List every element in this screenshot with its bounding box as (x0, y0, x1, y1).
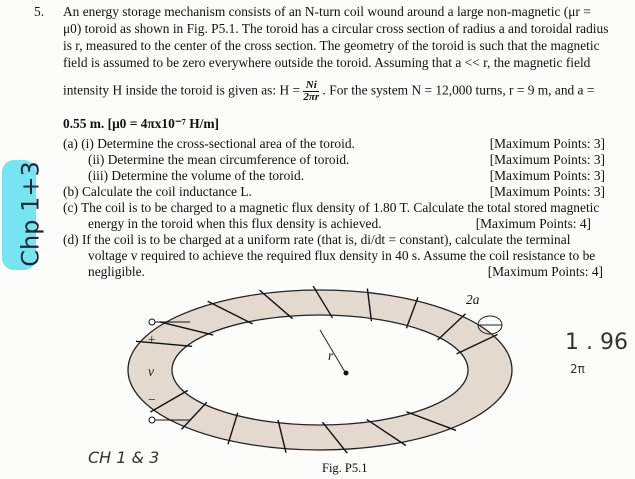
voltage-label: v (148, 364, 154, 379)
formula-prefix: intensity H inside the toroid is given a… (63, 82, 301, 98)
formula-suffix: . For the system N = 12,000 turns, r = 9… (322, 82, 595, 98)
formula-denominator: 2πr (303, 91, 320, 103)
radius-label: r (328, 348, 334, 363)
coil-turn (406, 411, 457, 432)
problem-line: is r, measured to the center of the cros… (63, 38, 600, 53)
coil-winding (135, 285, 498, 454)
coil-turn (135, 340, 193, 347)
coil-turn (259, 289, 294, 320)
part-a-ii: (ii) Determine the mean circumference of… (88, 152, 350, 167)
coil-turn (366, 288, 373, 322)
coil-turn (277, 419, 287, 453)
points: [Maximum Points: 3] (489, 168, 605, 183)
points: [Maximum Points: 4] (475, 216, 591, 231)
diameter-label: 2a (466, 292, 480, 307)
part-d: (d) If the coil is to be charged at a un… (63, 232, 571, 247)
handwritten-denominator: 2π (570, 362, 585, 376)
problem-line: An energy storage mechanism consists of … (63, 4, 591, 19)
coil-turn (366, 418, 407, 447)
minus-label: − (148, 392, 156, 407)
coil-turn (227, 412, 239, 445)
figure-caption: Fig. P5.1 (322, 461, 368, 475)
part-d-cont: voltage v required to achieve the requir… (88, 248, 596, 263)
highlighter-mark (2, 160, 36, 270)
terminal-bottom[interactable] (148, 416, 156, 424)
coil-turn (405, 297, 419, 329)
coil-turn (321, 421, 348, 454)
bottom-note: CH 1 & 3 (88, 448, 160, 467)
part-a-i: (a) (i) Determine the cross-sectional ar… (63, 136, 355, 151)
points: [Maximum Points: 3] (489, 152, 605, 167)
coil-turn (312, 285, 334, 319)
coil-turn (150, 389, 189, 413)
coil-turn (207, 300, 253, 325)
problem-line: field is assumed to be zero everywhere o… (63, 55, 591, 70)
part-c: (c) The coil is to be charged to a magne… (63, 200, 600, 215)
part-c-cont: energy in the toroid when this flux dens… (88, 216, 382, 231)
points: [Maximum Points: 3] (489, 184, 605, 199)
coil-turn (181, 401, 208, 430)
part-b: (b) Calculate the coil inductance L. (63, 184, 252, 199)
center-dot (343, 370, 349, 376)
part-a-iii: (iii) Determine the volume of the toroid… (88, 168, 305, 183)
terminal-top[interactable] (148, 318, 156, 326)
part-d-cont: negligible. (88, 264, 145, 279)
coil-turn (456, 333, 498, 355)
formula-numerator: Ni (303, 80, 320, 92)
formula-line: intensity H inside the toroid is given a… (63, 80, 594, 103)
coil-turn (159, 321, 214, 336)
formula-fraction: Ni 2πr (303, 80, 320, 103)
constants-line: 0.55 m. [μ0 = 4πx10⁻⁷ H/m] (63, 116, 219, 131)
toroid-ring (127, 289, 513, 451)
problem-number: 5. (34, 4, 45, 19)
radius-arrow (319, 329, 346, 373)
plus-label: + (148, 332, 156, 347)
problem-line: μ0) toroid as shown in Fig. P5.1. The to… (63, 21, 609, 36)
points: [Maximum Points: 4] (487, 264, 603, 279)
points: [Maximum Points: 3] (489, 136, 605, 151)
coil-turn (437, 313, 467, 341)
handwritten-numerator: 1 . 96 (565, 330, 628, 355)
